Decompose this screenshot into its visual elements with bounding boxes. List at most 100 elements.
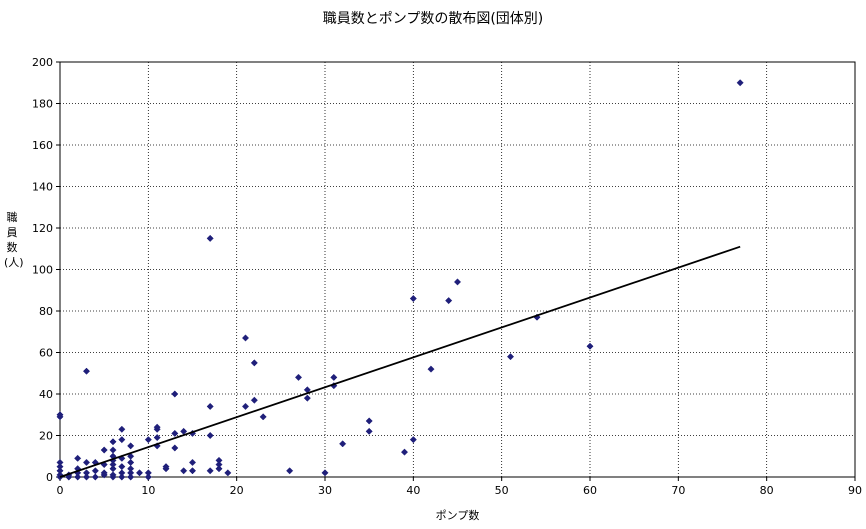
y-tick-label: 180 [32,98,53,111]
trendline [59,245,741,478]
data-point [215,465,223,473]
y-axis: 0 20 40 60 80 100 120 140 160 180 200 [32,56,60,484]
data-point [453,278,462,286]
data-point [82,367,91,375]
y-tick-label: 80 [39,305,53,318]
data-point [91,467,99,475]
data-point [127,473,135,481]
data-point [135,469,144,477]
y-axis-label: 職員数(人) [4,211,24,269]
data-point [250,359,258,367]
x-axis: 0 10 20 30 40 50 60 70 80 90 [57,477,862,497]
data-point [127,442,135,450]
y-tick-label: 0 [46,471,53,484]
x-axis-label: ポンプ数 [435,509,480,522]
data-point [109,460,117,469]
data-point [118,425,126,433]
data-point [215,460,223,469]
data-point [250,396,258,404]
data-point [171,390,179,398]
data-point [321,469,329,477]
data-point [736,79,744,87]
data-point [188,458,197,467]
y-tick-label: 200 [32,56,53,69]
data-point [445,297,453,305]
x-tick-label: 40 [406,484,420,497]
data-point [118,436,126,444]
data-point [162,463,170,471]
data-point [82,473,91,481]
data-point [100,469,108,477]
data-point [339,440,347,448]
y-tick-label: 140 [32,181,53,194]
data-point [153,434,161,442]
x-tick-label: 60 [583,484,597,497]
y-tick-label: 20 [39,430,53,443]
x-tick-label: 0 [57,484,64,497]
data-point [215,456,223,464]
y-tick-label: 160 [32,139,53,152]
data-point [127,469,135,477]
data-point [294,373,303,381]
data-point [100,446,108,454]
data-point [171,444,179,452]
data-point [56,413,64,421]
data-point [109,465,117,473]
gridlines [60,62,855,477]
data-point [506,353,515,361]
data-point [206,402,214,411]
y-tick-label: 100 [32,264,53,277]
data-point [427,365,435,373]
data-point [171,429,179,437]
x-tick-label: 70 [671,484,685,497]
data-point [180,467,188,475]
data-point [144,473,152,481]
data-point [241,402,250,411]
data-points [56,79,744,481]
data-point [74,473,82,481]
x-tick-label: 20 [230,484,244,497]
data-point [118,469,126,477]
data-point [91,473,99,481]
data-point [127,458,135,467]
data-point [206,467,214,475]
x-tick-label: 80 [760,484,774,497]
data-point [400,448,409,456]
data-point [109,438,117,446]
data-point [82,458,91,467]
x-tick-label: 50 [495,484,509,497]
y-tick-label: 120 [32,222,53,235]
chart-title: 職員数とポンプ数の散布図(団体別) [322,11,544,27]
data-point [224,469,232,477]
x-tick-label: 90 [848,484,862,497]
trendline-group [59,245,741,478]
data-point [330,373,338,381]
data-point [206,234,214,242]
data-point [144,469,152,477]
x-tick-label: 30 [318,484,332,497]
data-point [409,436,417,444]
data-point [109,446,117,454]
data-point [127,452,135,460]
data-point [127,465,135,473]
data-point [153,423,161,431]
y-tick-label: 40 [39,388,53,401]
data-point [82,469,91,477]
data-point [241,334,250,342]
data-point [144,436,152,444]
data-point [303,394,311,402]
data-point [259,413,267,421]
data-point [118,473,126,481]
data-point [74,454,82,462]
data-point [206,431,214,440]
data-point [365,427,373,435]
data-point [109,471,117,479]
data-point [586,342,594,350]
data-point [188,467,197,475]
y-tick-label: 60 [39,347,53,360]
data-point [365,417,373,425]
x-tick-label: 10 [141,484,155,497]
data-point [286,467,294,475]
data-point [409,294,417,303]
